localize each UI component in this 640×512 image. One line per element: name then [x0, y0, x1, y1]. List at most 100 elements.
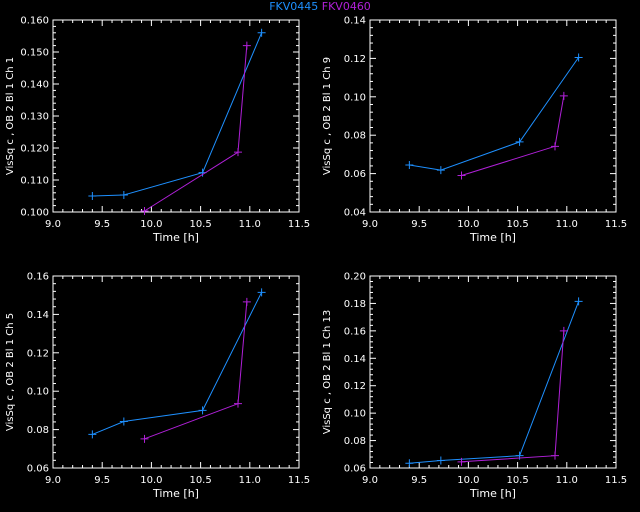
x-tick-label: 9.0: [362, 219, 378, 230]
x-tick-label: 10.0: [140, 475, 162, 486]
x-tick-label: 10.0: [457, 219, 479, 230]
y-tick-label: 0.160: [20, 16, 49, 27]
x-tick-label: 11.0: [239, 475, 261, 486]
data-point: [140, 207, 149, 216]
x-tick-label: 9.5: [411, 219, 427, 230]
y-axis-label: VisSq c , OB 2 Bl 1 Ch 1: [5, 57, 16, 175]
x-tick-label: 9.5: [94, 475, 110, 486]
x-tick-label: 9.0: [362, 475, 378, 486]
chart-panel-3: 9.0 9.5 10.0 10.5 11.0 11.5 0.06 0.08 0.10 0.12 0.…: [5, 272, 310, 501]
series-line-FKV0460: [144, 45, 248, 212]
plot-frame: [369, 19, 617, 213]
series-line-FKV0445: [409, 301, 580, 464]
x-axis-label: Time [h]: [152, 231, 199, 244]
data-point: [550, 142, 559, 151]
x-tick-label: 11.5: [605, 219, 627, 230]
chart-panel-2: 9.0 9.5 10.0 10.5 11.0 11.5 0.04 0.06 0.08 0.10 0.…: [322, 16, 627, 245]
data-point: [242, 297, 251, 306]
y-tick-label: 0.110: [20, 176, 49, 187]
y-tick-label: 0.10: [344, 92, 366, 103]
chart-panel-1: 9.0 9.5 10.0 10.5 11.0 11.5 0.100 0.110 0.120 0.1…: [5, 16, 310, 245]
legend-series-a: FKV0445: [269, 0, 319, 13]
data-point: [88, 430, 97, 439]
x-tick-label: 10.5: [189, 219, 211, 230]
x-tick-label: 11.5: [605, 475, 627, 486]
x-tick-label: 10.5: [189, 475, 211, 486]
y-tick-label: 0.18: [344, 299, 366, 310]
data-point: [119, 417, 128, 426]
x-axis-label: Time [h]: [152, 487, 199, 500]
x-tick-label: 11.0: [556, 475, 578, 486]
series-line-FKV0460: [461, 330, 565, 463]
y-tick-label: 0.12: [344, 54, 366, 65]
data-point: [88, 192, 97, 200]
y-tick-label: 0.08: [344, 436, 366, 447]
data-point: [559, 326, 568, 335]
data-point: [457, 171, 466, 180]
x-tick-label: 10.5: [506, 219, 528, 230]
x-tick-label: 11.5: [288, 475, 310, 486]
y-tick-label: 0.10: [344, 409, 366, 420]
x-tick-label: 10.0: [457, 475, 479, 486]
chart-panel-4: 9.0 9.5 10.0 10.5 11.0 11.5 0.06 0.08 0.10 0.12 0.…: [322, 272, 627, 501]
x-tick-label: 9.5: [94, 219, 110, 230]
y-tick-label: 0.08: [27, 425, 49, 436]
y-axis-label: VisSq c , OB 2 Bl 1 Ch 13: [322, 310, 333, 435]
x-tick-label: 11.0: [556, 219, 578, 230]
x-axis-label: Time [h]: [469, 487, 516, 500]
y-tick-label: 0.120: [20, 144, 49, 155]
y-tick-label: 0.06: [27, 464, 49, 475]
y-tick-label: 0.08: [344, 131, 366, 142]
x-tick-label: 11.0: [239, 219, 261, 230]
x-tick-label: 9.0: [45, 219, 61, 230]
y-tick-label: 0.06: [344, 464, 366, 475]
data-point: [257, 288, 266, 297]
series-line-FKV0445: [409, 57, 580, 171]
data-point: [140, 434, 149, 443]
data-point: [436, 166, 445, 175]
data-point: [574, 53, 583, 62]
data-point: [436, 456, 445, 465]
x-tick-label: 11.5: [288, 219, 310, 230]
series-line-FKV0460: [144, 301, 248, 440]
plot-frame: [52, 19, 300, 213]
data-point: [257, 28, 266, 37]
y-tick-label: 0.16: [344, 326, 366, 337]
data-point: [559, 91, 568, 100]
x-tick-label: 9.0: [45, 475, 61, 486]
data-point: [574, 297, 583, 306]
plot-frame: [52, 275, 300, 469]
series-line-FKV0445: [92, 292, 263, 435]
y-tick-label: 0.20: [344, 272, 366, 283]
y-tick-label: 0.100: [20, 208, 49, 219]
data-point: [119, 191, 128, 200]
y-tick-label: 0.14: [27, 310, 49, 321]
data-point: [198, 406, 207, 415]
x-tick-label: 10.0: [140, 219, 162, 230]
series-line-FKV0445: [92, 32, 263, 197]
legend-series-b: FKV0460: [321, 0, 371, 13]
y-tick-label: 0.130: [20, 112, 49, 123]
data-point: [233, 399, 242, 408]
x-tick-label: 9.5: [411, 475, 427, 486]
y-tick-label: 0.16: [27, 272, 49, 283]
x-axis-label: Time [h]: [469, 231, 516, 244]
legend-header: FKV0445 FKV0460: [0, 1, 640, 13]
y-tick-label: 0.14: [344, 354, 366, 365]
y-axis-label: VisSq c , OB 2 Bl 1 Ch 5: [5, 313, 16, 431]
y-tick-label: 0.12: [27, 348, 49, 359]
y-tick-label: 0.12: [344, 381, 366, 392]
data-point: [457, 457, 466, 466]
data-point: [233, 148, 242, 157]
y-tick-label: 0.14: [344, 16, 366, 27]
y-tick-label: 0.04: [344, 208, 366, 219]
y-tick-label: 0.06: [344, 169, 366, 180]
x-tick-label: 10.5: [506, 475, 528, 486]
data-point: [405, 160, 414, 169]
data-point: [550, 451, 559, 460]
data-point: [242, 41, 251, 50]
y-axis-label: VisSq c , OB 2 Bl 1 Ch 9: [322, 57, 333, 175]
plot-frame: [369, 275, 617, 469]
data-point: [515, 137, 524, 146]
